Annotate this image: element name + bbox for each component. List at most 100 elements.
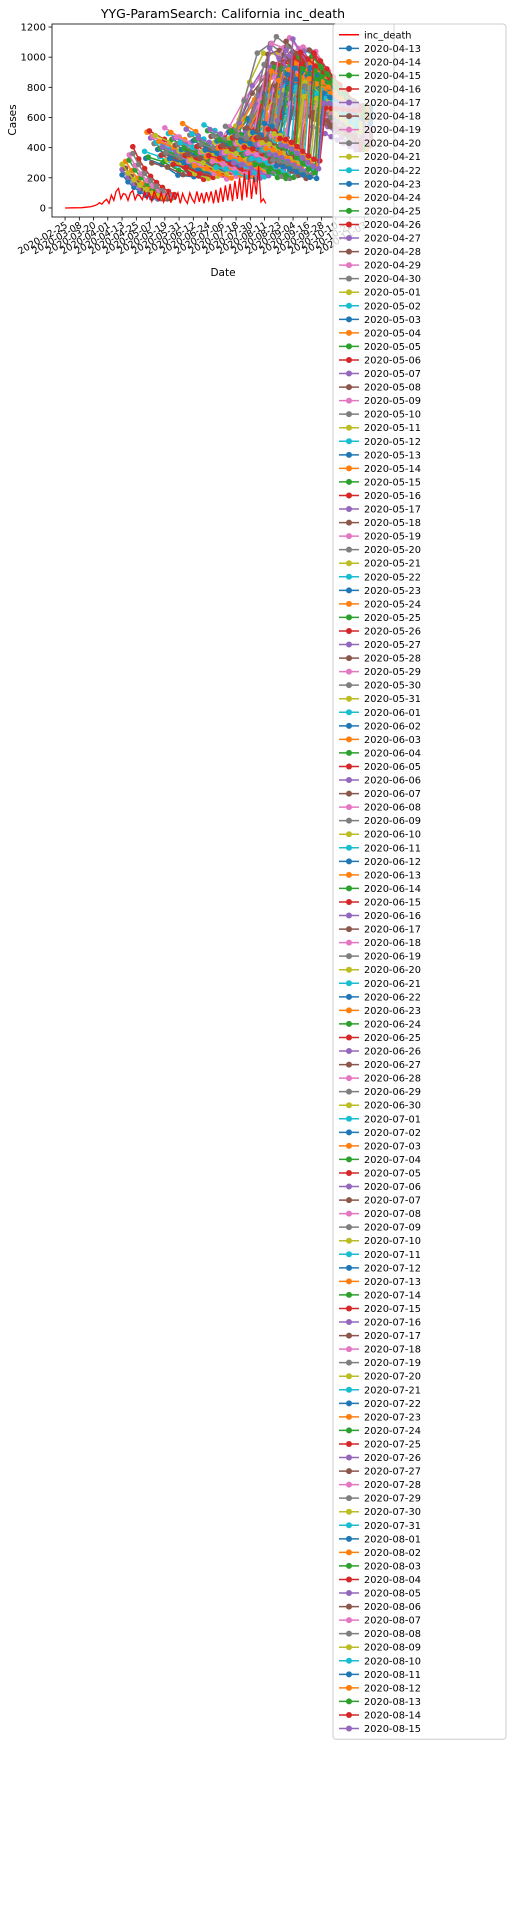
legend-item: 2020-07-19 <box>339 1358 421 1369</box>
legend-item: 2020-06-09 <box>339 816 421 827</box>
legend-item: 2020-04-22 <box>339 166 421 177</box>
legend-swatch-marker <box>346 858 352 865</box>
legend: inc_death 2020-04-13 2020-04-14 2020-04-15 2… <box>332 23 507 1740</box>
legend-item: 2020-08-15 <box>339 1724 421 1735</box>
forecast-point <box>312 63 319 69</box>
legend-item: 2020-06-22 <box>339 992 421 1003</box>
legend-item: 2020-06-01 <box>339 708 421 719</box>
legend-label: 2020-07-29 <box>364 1494 421 1505</box>
legend-swatch-marker <box>346 777 352 784</box>
legend-label: 2020-07-07 <box>364 1196 421 1207</box>
legend-item: 2020-07-17 <box>339 1331 421 1342</box>
legend-swatch-marker <box>346 1020 352 1027</box>
legend-label: 2020-06-29 <box>364 1087 421 1098</box>
legend-label: 2020-08-08 <box>364 1629 421 1640</box>
legend-swatch-marker <box>346 1129 352 1136</box>
legend-swatch-marker <box>346 72 352 79</box>
legend-swatch-marker <box>346 1617 352 1624</box>
forecast-point <box>201 122 207 128</box>
legend-label: 2020-08-05 <box>364 1589 421 1600</box>
legend-swatch-marker <box>346 1332 352 1339</box>
legend-swatch-marker <box>346 1061 352 1068</box>
forecast-point <box>276 47 283 53</box>
legend-label: 2020-06-19 <box>364 952 421 963</box>
forecast-point <box>305 159 311 166</box>
legend-item: 2020-05-31 <box>339 694 421 705</box>
legend-label: 2020-06-11 <box>364 843 421 854</box>
legend-swatch-marker <box>346 384 352 391</box>
legend-label: 2020-07-17 <box>364 1331 421 1342</box>
legend-label: 2020-05-22 <box>364 572 421 583</box>
x-axis-label: Date <box>210 267 235 279</box>
legend-label: 2020-04-19 <box>364 125 421 136</box>
legend-swatch-marker <box>346 180 352 187</box>
legend-label: 2020-06-04 <box>364 748 421 759</box>
forecast-point <box>179 120 186 127</box>
legend-item: 2020-06-25 <box>339 1033 421 1044</box>
legend-item: 2020-06-05 <box>339 762 421 773</box>
legend-swatch-marker <box>346 1251 352 1258</box>
forecast-point <box>306 47 313 53</box>
forecast-point <box>300 160 306 167</box>
forecast-point <box>207 126 213 133</box>
legend-item: 2020-05-04 <box>339 328 421 339</box>
legend-item: 2020-08-12 <box>339 1683 421 1694</box>
legend-swatch-marker <box>346 1657 352 1664</box>
legend-label: 2020-04-17 <box>364 98 421 109</box>
legend-item: 2020-05-29 <box>339 667 421 678</box>
legend-item: 2020-08-06 <box>339 1602 421 1613</box>
legend-label: 2020-05-08 <box>364 383 421 394</box>
forecast-point <box>297 49 304 55</box>
forecast-point <box>206 152 212 159</box>
forecast-point <box>270 157 276 163</box>
forecast-point <box>228 128 235 134</box>
forecast-point <box>249 146 256 152</box>
legend-swatch-marker <box>346 1305 352 1312</box>
legend-item: 2020-04-26 <box>339 220 421 231</box>
legend-label: 2020-04-15 <box>364 71 421 82</box>
legend-label: 2020-05-13 <box>364 450 421 461</box>
legend-item: 2020-05-07 <box>339 369 421 380</box>
legend-item: 2020-08-05 <box>339 1589 421 1600</box>
forecast-point <box>131 176 137 183</box>
legend-swatch-marker <box>346 153 352 160</box>
legend-item: 2020-04-28 <box>339 247 421 258</box>
legend-item: 2020-04-23 <box>339 179 421 190</box>
legend-swatch-marker <box>346 1142 352 1149</box>
legend-label: 2020-06-14 <box>364 884 421 895</box>
legend-item: 2020-06-11 <box>339 843 421 854</box>
legend-label: 2020-07-15 <box>364 1304 421 1315</box>
legend-label: 2020-06-06 <box>364 776 421 787</box>
legend-label: 2020-05-06 <box>364 355 421 366</box>
legend-label: 2020-06-20 <box>364 965 421 976</box>
legend-swatch-marker <box>346 113 352 120</box>
legend-item: 2020-08-04 <box>339 1575 421 1586</box>
legend-swatch-marker <box>346 1197 352 1204</box>
legend-swatch-marker <box>346 1576 352 1583</box>
legend-swatch-marker <box>346 1400 352 1407</box>
y-tick-label: 1200 <box>21 23 46 34</box>
forecast-point <box>239 161 246 168</box>
forecast-point <box>312 68 318 74</box>
forecast-point <box>276 77 282 84</box>
legend-label: 2020-07-04 <box>364 1155 421 1166</box>
legend-label: 2020-06-15 <box>364 897 421 908</box>
legend-swatch-marker <box>346 844 352 851</box>
legend-swatch-marker <box>346 519 352 526</box>
legend-swatch-marker <box>346 709 352 716</box>
legend-swatch-marker <box>346 1115 352 1122</box>
forecast-point <box>301 93 307 100</box>
y-axis: 0 200 400 600 800 1000 1200 <box>21 23 52 214</box>
legend-label: 2020-08-12 <box>364 1683 421 1694</box>
forecast-point <box>283 172 289 179</box>
forecast-point <box>198 141 205 147</box>
forecast-point <box>181 159 187 166</box>
forecast-point <box>195 135 201 142</box>
forecast-point <box>302 83 308 89</box>
legend-swatch-marker <box>346 194 352 201</box>
y-tick-label: 200 <box>27 173 46 184</box>
legend-swatch-marker <box>346 587 352 594</box>
legend-item: 2020-06-18 <box>339 938 421 949</box>
forecast-point <box>147 177 154 184</box>
forecast-point <box>278 142 285 149</box>
